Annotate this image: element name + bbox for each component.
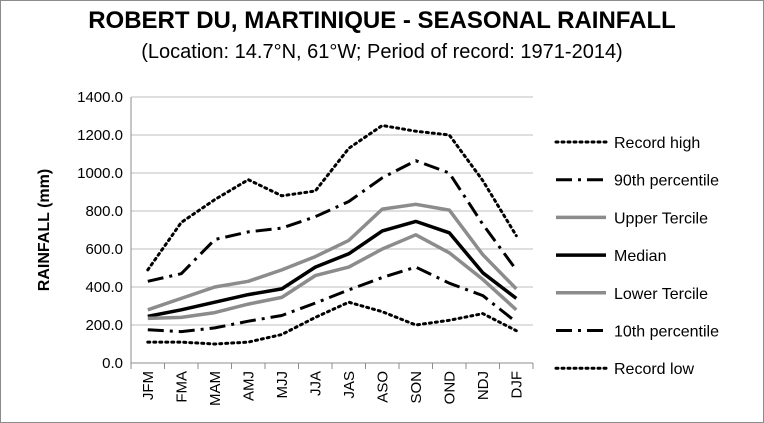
x-tick-label: NDJ bbox=[475, 371, 492, 400]
y-tick-label: 1000.0 bbox=[77, 165, 123, 182]
x-tick-label: JFM bbox=[140, 371, 157, 400]
legend-label: Record high bbox=[614, 135, 700, 152]
x-tick-label: ASO bbox=[374, 371, 391, 403]
x-tick-label: AMJ bbox=[240, 371, 257, 401]
series-line-lower-tercile bbox=[147, 233, 518, 321]
y-tick-label: 400.0 bbox=[85, 279, 123, 296]
legend-label: Median bbox=[614, 248, 666, 265]
y-tick-label: 1400.0 bbox=[77, 89, 123, 106]
x-tick-label: JAS bbox=[341, 371, 358, 399]
legend-label: 90th percentile bbox=[614, 173, 719, 190]
x-tick-label: SON bbox=[408, 371, 425, 404]
chart-title: ROBERT DU, MARTINIQUE - SEASONAL RAINFAL… bbox=[88, 7, 676, 34]
series-line-median bbox=[147, 219, 518, 319]
series-line-90th-percentile bbox=[147, 159, 518, 283]
legend-label: 10th percentile bbox=[614, 324, 719, 341]
y-tick-label: 600.0 bbox=[85, 241, 123, 258]
legend-label: Upper Tercile bbox=[614, 210, 708, 227]
legend-label: Record low bbox=[614, 361, 694, 378]
series-line-upper-tercile bbox=[147, 202, 518, 312]
y-tick-label: 0.0 bbox=[102, 355, 123, 372]
x-tick-label: FMA bbox=[173, 371, 190, 403]
y-tick-label: 1200.0 bbox=[77, 127, 123, 144]
y-tick-label: 200.0 bbox=[85, 317, 123, 334]
x-tick-label: MAM bbox=[207, 371, 224, 406]
legend-label: Lower Tercile bbox=[614, 286, 708, 303]
x-tick-label: MJJ bbox=[274, 371, 291, 399]
x-tick-label: OND bbox=[441, 371, 458, 405]
y-tick-label: 800.0 bbox=[85, 203, 123, 220]
series-line-record-low bbox=[146, 300, 518, 346]
x-tick-label: JJA bbox=[307, 371, 324, 396]
chart-subtitle: (Location: 14.7°N, 61°W; Period of recor… bbox=[141, 41, 623, 63]
series-line-10th-percentile bbox=[147, 265, 518, 334]
series-line-record-high bbox=[146, 124, 518, 272]
y-axis-title: RAINFALL (mm) bbox=[36, 169, 53, 291]
x-tick-label: DJF bbox=[508, 371, 525, 399]
